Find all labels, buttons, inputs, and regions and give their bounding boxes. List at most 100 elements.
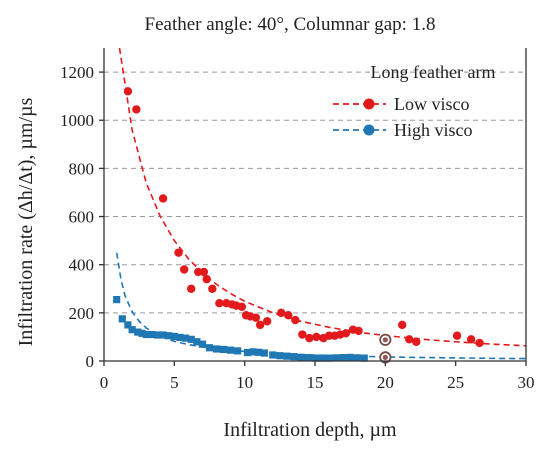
x-tick-label-30: 30 <box>518 373 535 392</box>
y-tick-label-200: 200 <box>69 304 95 323</box>
point-high-visco-21 <box>234 347 242 355</box>
point-high-visco-25 <box>260 349 268 357</box>
point-high-visco-19 <box>219 345 228 354</box>
y-tick-label-800: 800 <box>69 159 95 178</box>
legend-marker-high-visco <box>363 124 375 136</box>
trend-lines <box>115 48 526 360</box>
point-high-visco-26 <box>269 351 277 359</box>
point-high-visco-9 <box>159 331 167 339</box>
point-low-visco-22 <box>291 315 300 325</box>
point-low-visco-10 <box>215 299 224 308</box>
point-high-visco-23 <box>249 348 257 356</box>
point-high-visco-34 <box>325 354 333 362</box>
y-tick-label-0: 0 <box>86 352 95 371</box>
y-tick-label-400: 400 <box>69 256 95 275</box>
point-low-visco-19 <box>262 317 272 326</box>
point-high-visco-17 <box>205 344 214 352</box>
point-low-visco-7 <box>199 267 209 277</box>
point-high-visco-6 <box>142 330 150 339</box>
point-low-visco-4 <box>179 265 189 274</box>
y-tick-label-1200: 1200 <box>60 63 94 82</box>
point-low-visco-21 <box>284 311 293 320</box>
point-low-visco-33 <box>398 320 407 330</box>
point-low-visco-32 <box>354 326 363 336</box>
fit-line-high-visco <box>115 252 526 360</box>
point-high-visco-10 <box>165 332 173 340</box>
point-high-visco-27 <box>276 352 284 360</box>
point-low-visco-5 <box>187 284 196 293</box>
point-low-visco-37 <box>466 335 476 344</box>
x-tick-label-5: 5 <box>170 373 179 392</box>
legend-label-high-visco: High visco <box>394 120 473 140</box>
legend-label-low-visco: Low visco <box>394 94 470 114</box>
highlighted-point-1 <box>382 354 388 360</box>
point-high-visco-3 <box>128 326 136 334</box>
x-tick-label-10: 10 <box>236 373 253 392</box>
highlighted-point-0 <box>382 337 388 343</box>
point-high-visco-8 <box>153 331 162 339</box>
point-high-visco-14 <box>187 335 195 343</box>
point-high-visco-0 <box>113 296 121 304</box>
point-high-visco-5 <box>138 329 146 337</box>
point-high-visco-36 <box>339 354 347 362</box>
point-high-visco-13 <box>181 334 190 342</box>
point-low-visco-38 <box>475 338 484 348</box>
x-tick-label-25: 25 <box>447 373 464 392</box>
point-low-visco-8 <box>202 274 211 284</box>
point-low-visco-34 <box>405 335 414 344</box>
y-tick-label-600: 600 <box>69 208 95 227</box>
y-tick-label-1000: 1000 <box>60 111 94 130</box>
chart-title: Feather angle: 40°, Columnar gap: 1.8 <box>145 14 436 35</box>
point-low-visco-18 <box>255 320 265 330</box>
point-high-visco-35 <box>332 354 340 362</box>
point-high-visco-20 <box>227 346 235 354</box>
data-points <box>113 87 484 364</box>
point-low-visco-2 <box>158 194 168 203</box>
point-low-visco-14 <box>237 302 247 312</box>
point-low-visco-9 <box>208 284 217 293</box>
point-low-visco-1 <box>132 105 141 114</box>
point-high-visco-1 <box>118 315 126 323</box>
point-high-visco-31 <box>304 354 312 362</box>
point-high-visco-39 <box>360 354 368 362</box>
point-high-visco-38 <box>353 354 361 362</box>
point-low-visco-20 <box>277 308 286 318</box>
legend-title: Long feather arm <box>371 62 496 82</box>
x-tick-label-20: 20 <box>377 373 394 392</box>
point-high-visco-28 <box>283 352 291 360</box>
point-high-visco-22 <box>243 348 252 357</box>
point-low-visco-23 <box>298 330 307 339</box>
tick-labels: 0 200 400 600 800 1000 1200 0 5 10 15 20 25 30 <box>60 63 535 392</box>
point-high-visco-30 <box>297 353 305 361</box>
point-low-visco-36 <box>452 331 462 340</box>
point-high-visco-32 <box>311 354 319 362</box>
point-high-visco-7 <box>148 330 156 339</box>
point-low-visco-0 <box>123 87 133 96</box>
point-high-visco-2 <box>124 321 132 329</box>
point-high-visco-12 <box>176 333 184 342</box>
y-axis-label: Infiltration rate (Δh/Δt), µm/µs <box>15 97 37 346</box>
point-low-visco-30 <box>341 329 351 338</box>
point-high-visco-18 <box>212 345 221 353</box>
gridlines <box>104 71 526 314</box>
x-axis-label: Infiltration depth, µm <box>223 419 397 441</box>
legend: Long feather arm Low visco High visco <box>333 62 495 140</box>
x-tick-label-15: 15 <box>307 373 324 392</box>
axes <box>99 48 527 366</box>
point-high-visco-29 <box>290 353 298 361</box>
point-low-visco-17 <box>251 313 261 322</box>
point-low-visco-35 <box>412 337 421 346</box>
point-high-visco-37 <box>346 353 354 361</box>
point-high-visco-4 <box>134 328 142 336</box>
point-low-visco-25 <box>312 332 321 342</box>
point-high-visco-24 <box>255 348 263 356</box>
point-high-visco-11 <box>170 332 178 341</box>
point-high-visco-16 <box>198 340 207 348</box>
point-high-visco-15 <box>193 338 201 346</box>
x-tick-label-0: 0 <box>100 373 109 392</box>
legend-marker-low-visco <box>363 98 375 110</box>
point-low-visco-3 <box>174 248 183 257</box>
point-low-visco-24 <box>305 333 314 343</box>
point-high-visco-33 <box>318 354 326 362</box>
